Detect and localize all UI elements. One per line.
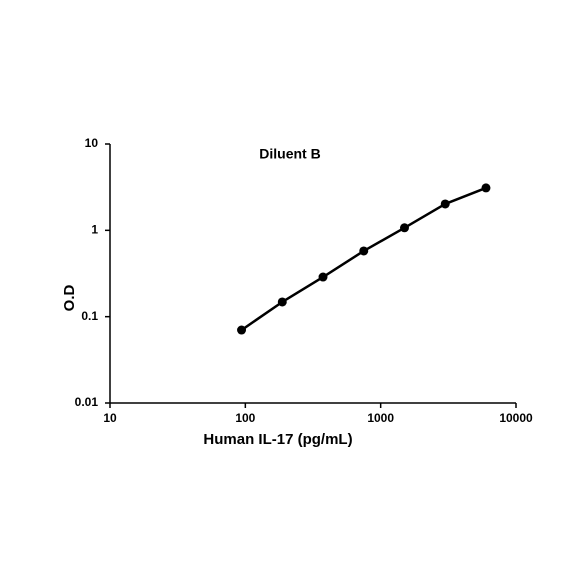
y-tick-label: 1 — [91, 223, 98, 237]
y-tick-label: 0.01 — [75, 395, 99, 409]
x-tick-label: 100 — [235, 411, 255, 425]
data-point — [237, 325, 247, 335]
data-point — [277, 297, 287, 307]
x-axis-title: Human IL-17 (pg/mL) — [203, 431, 352, 448]
data-line — [240, 186, 487, 332]
y-axis-title: O.D — [61, 285, 78, 312]
x-tick-label: 10000 — [499, 411, 533, 425]
data-point — [318, 272, 328, 282]
y-tick-label: 0.1 — [81, 309, 98, 323]
chart-title: Diluent B — [259, 146, 320, 162]
x-tick-label: 1000 — [367, 411, 394, 425]
y-tick-label: 10 — [85, 136, 99, 150]
data-point — [440, 199, 450, 209]
data-point — [399, 223, 409, 233]
data-point — [481, 183, 491, 193]
data-point — [359, 246, 369, 256]
x-tick-label: 10 — [103, 411, 117, 425]
